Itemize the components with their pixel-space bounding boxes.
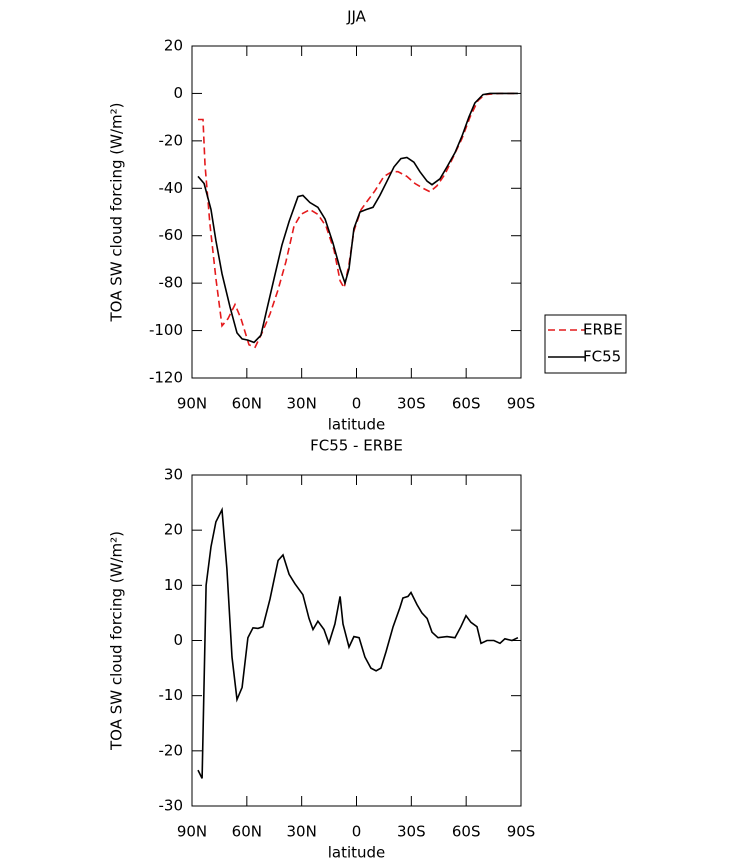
y-tick-label: -60 xyxy=(159,226,184,244)
plot-frame xyxy=(191,474,522,807)
y-tick-label: -120 xyxy=(149,369,183,387)
x-tick-label: 60S xyxy=(452,823,481,841)
legend-label: FC55 xyxy=(583,348,621,366)
x-tick-label: 30N xyxy=(287,395,317,413)
y-tick-label: -30 xyxy=(159,797,184,815)
x-tick-label: 60N xyxy=(232,395,262,413)
y-tick-label: 20 xyxy=(164,521,183,539)
y-axis-label: TOA SW cloud forcing (W/m²) xyxy=(108,531,126,751)
data-line xyxy=(197,506,519,779)
chart-title: FC55 - ERBE xyxy=(310,437,403,455)
x-axis-label: latitude xyxy=(328,844,386,862)
chart-title: JJA xyxy=(346,8,367,26)
x-tick-label: 90N xyxy=(177,395,207,413)
x-tick-label: 60S xyxy=(452,395,481,413)
y-tick-label: -100 xyxy=(149,321,183,339)
data-line xyxy=(197,92,518,344)
y-tick-label: 30 xyxy=(164,466,183,484)
x-tick-label: 30S xyxy=(397,395,426,413)
x-tick-label: 90S xyxy=(507,823,536,841)
y-tick-label: 0 xyxy=(173,84,183,102)
y-tick-label: 10 xyxy=(164,576,183,594)
legend-label: ERBE xyxy=(583,321,623,339)
y-tick-label: -20 xyxy=(159,131,184,149)
y-tick-label: 0 xyxy=(173,631,183,649)
x-tick-label: 30N xyxy=(287,823,317,841)
x-axis-label: latitude xyxy=(328,416,386,434)
x-tick-label: 0 xyxy=(352,823,362,841)
x-tick-label: 90N xyxy=(177,823,207,841)
x-tick-label: 30S xyxy=(397,823,426,841)
y-tick-label: -10 xyxy=(159,686,184,704)
x-tick-label: 90S xyxy=(507,395,536,413)
data-line xyxy=(198,92,518,349)
y-tick-label: -40 xyxy=(159,179,184,197)
x-tick-label: 60N xyxy=(232,823,262,841)
y-tick-label: 20 xyxy=(164,37,183,55)
legend-box xyxy=(544,314,627,374)
x-tick-label: 0 xyxy=(352,395,362,413)
y-axis-label: TOA SW cloud forcing (W/m²) xyxy=(108,103,126,323)
y-tick-label: -80 xyxy=(159,274,184,292)
plot-frame xyxy=(191,45,522,379)
y-tick-label: -20 xyxy=(159,741,184,759)
